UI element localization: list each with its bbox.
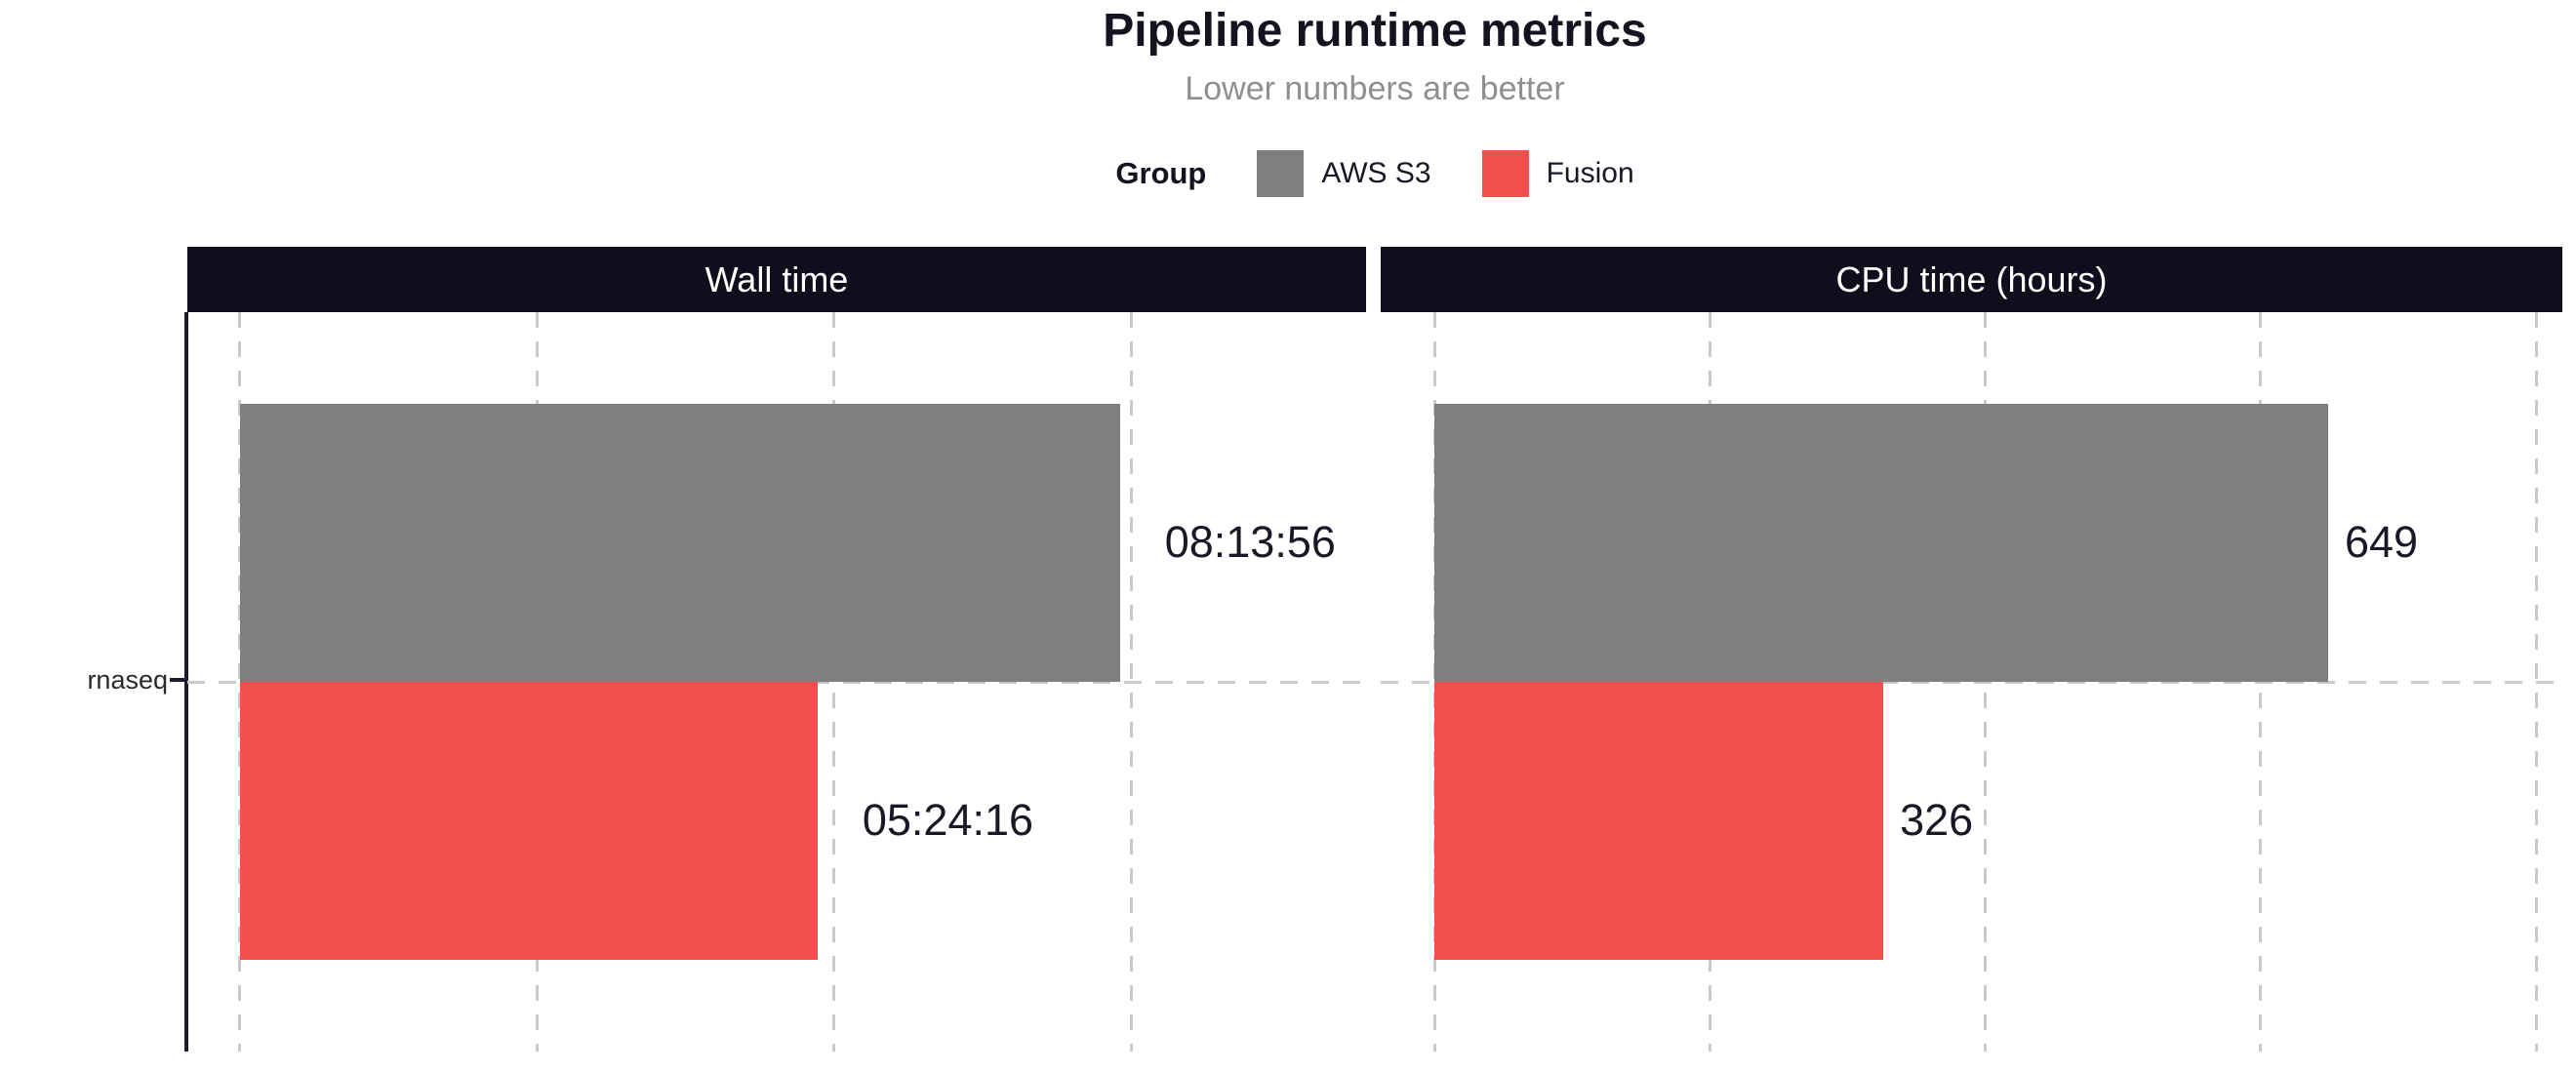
- legend-swatch-aws-s3: [1257, 150, 1305, 197]
- gridline-x: [1984, 312, 1988, 1052]
- bar-value-wall-time-aws-s3: 08:13:56: [1164, 516, 1336, 567]
- facet-strip-cpu-time: CPU time (hours): [1381, 247, 2562, 312]
- gridline-x: [2534, 312, 2538, 1052]
- legend-item-aws-s3: AWS S3: [1257, 150, 1431, 197]
- facet-panel-cpu-time: 649 326: [1381, 312, 2562, 1052]
- bar-wall-time-aws-s3: [239, 404, 1121, 682]
- legend: Group AWS S3 Fusion: [187, 150, 2562, 197]
- chart-subtitle: Lower numbers are better: [1185, 70, 1565, 107]
- bar-value-cpu-time-hours-aws-s3: 649: [2344, 516, 2419, 567]
- gridline-x: [1129, 312, 1133, 1052]
- bar-value-cpu-time-hours-fusion: 326: [1900, 794, 1974, 845]
- legend-item-fusion: Fusion: [1481, 150, 1634, 197]
- gridline-x: [2259, 312, 2263, 1052]
- y-axis-line: [184, 312, 188, 1052]
- facet-strip-wall-time: Wall time: [187, 247, 1366, 312]
- legend-label-fusion: Fusion: [1546, 157, 1634, 189]
- chart-title: Pipeline runtime metrics: [1103, 5, 1647, 57]
- y-axis-tick: [170, 678, 184, 682]
- facet-panel-wall-time: 08:13:56 05:24:16: [187, 312, 1366, 1052]
- bar-cpu-time-hours-aws-s3: [1434, 404, 2329, 682]
- bar-wall-time-fusion: [239, 682, 819, 960]
- facet-wall-time: Wall time 08:13:56 05:24:16: [187, 247, 1366, 1052]
- bar-cpu-time-hours-fusion: [1434, 682, 1884, 960]
- gridline-x: [832, 312, 836, 1052]
- legend-label-aws-s3: AWS S3: [1321, 157, 1431, 189]
- category-gridline: [1381, 680, 2562, 684]
- facet-cpu-time: CPU time (hours) 649 326: [1381, 247, 2562, 1052]
- bar-value-wall-time-fusion: 05:24:16: [862, 794, 1034, 845]
- legend-swatch-fusion: [1481, 150, 1529, 197]
- y-axis-category-label: rnaseq: [87, 665, 168, 695]
- legend-title: Group: [1115, 156, 1207, 190]
